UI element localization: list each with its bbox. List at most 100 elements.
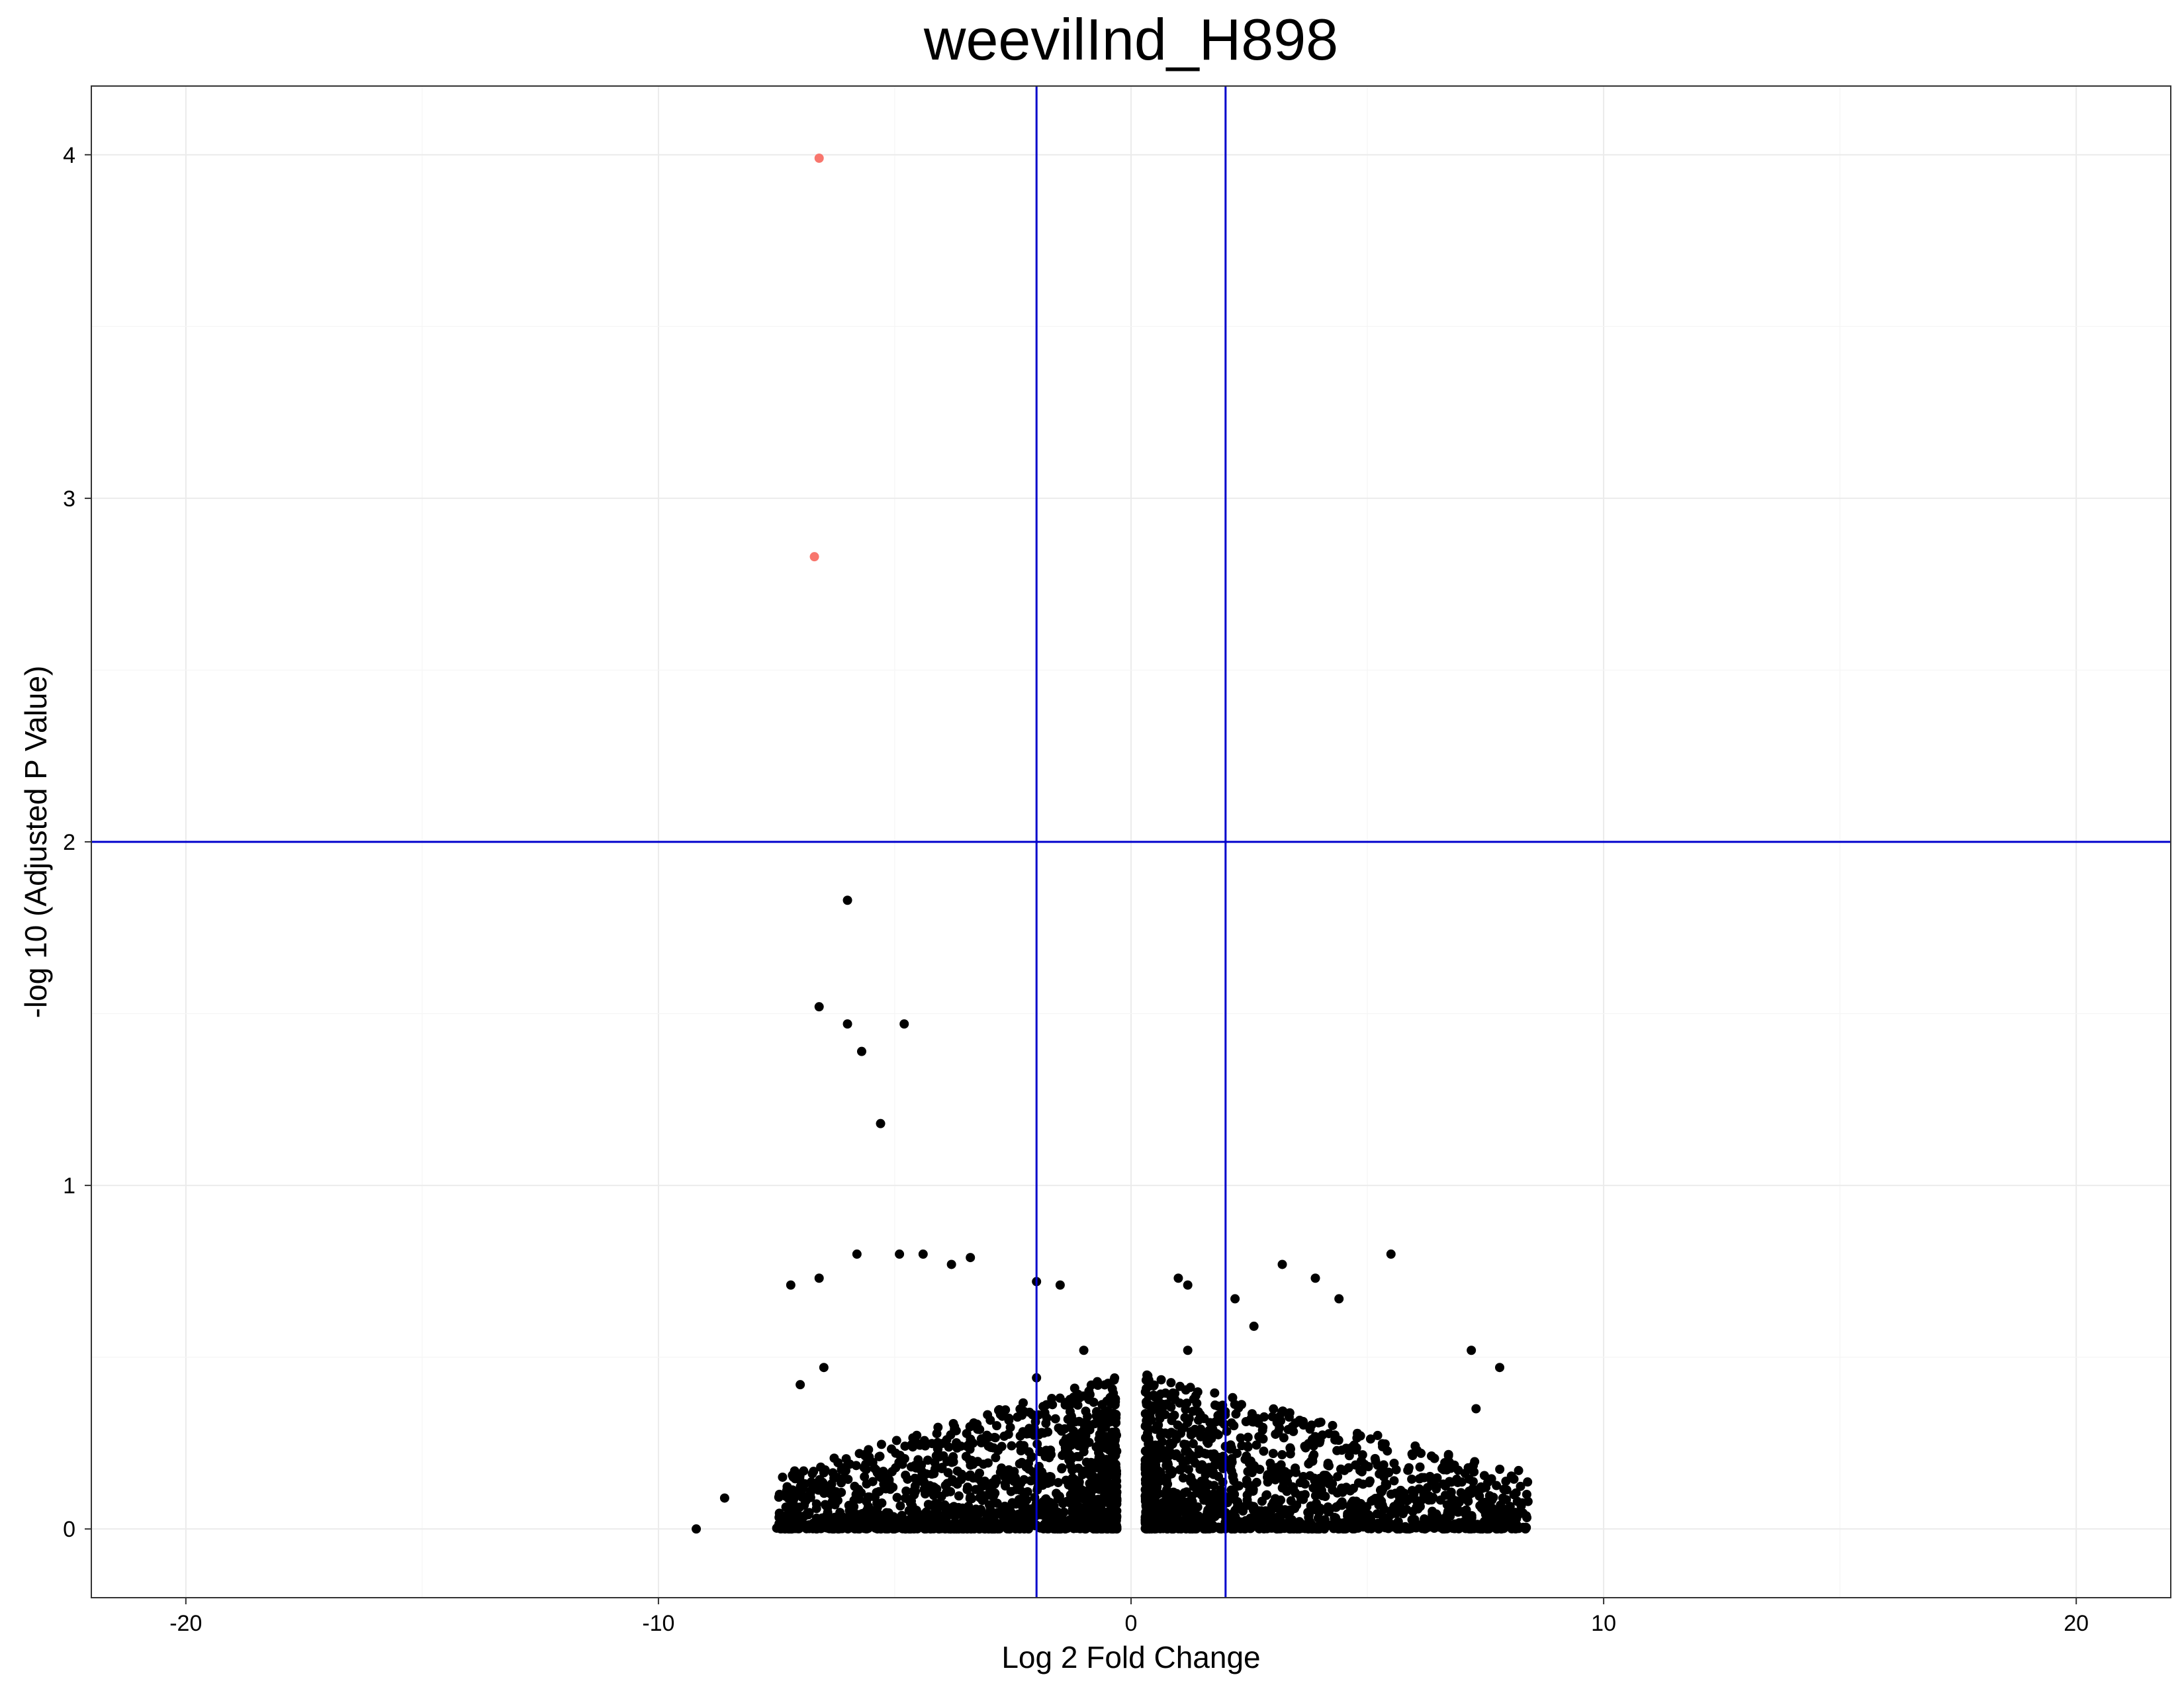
y-axis-label: -log 10 (Adjusted P Value): [19, 666, 53, 1019]
data-point: [1053, 1524, 1063, 1534]
data-point: [1241, 1416, 1251, 1426]
data-point: [1210, 1388, 1220, 1398]
data-point: [1513, 1524, 1523, 1533]
data-point: [1352, 1514, 1362, 1524]
data-point: [1143, 1469, 1153, 1479]
data-point: [895, 1451, 905, 1461]
data-point: [1389, 1458, 1399, 1468]
data-point: [1074, 1477, 1084, 1487]
data-point: [1147, 1401, 1157, 1411]
data-point: [884, 1478, 894, 1488]
data-point: [1037, 1467, 1047, 1477]
data-point: [1335, 1524, 1345, 1533]
threshold-layer: [91, 86, 2171, 1598]
y-tick-label: 3: [63, 486, 75, 512]
data-point: [1199, 1448, 1209, 1458]
data-point: [1298, 1472, 1308, 1482]
data-point: [1255, 1465, 1265, 1475]
data-point: [1182, 1398, 1192, 1408]
data-point: [1110, 1516, 1120, 1526]
data-point: [1033, 1483, 1043, 1492]
data-point: [1152, 1512, 1161, 1522]
data-point: [954, 1491, 964, 1501]
data-point: [1158, 1409, 1167, 1419]
data-point: [870, 1523, 880, 1533]
data-point: [794, 1524, 804, 1533]
data-point: [1074, 1502, 1084, 1512]
data-point: [1251, 1440, 1261, 1450]
data-point: [1046, 1502, 1056, 1512]
data-point: [799, 1500, 809, 1510]
data-point: [1144, 1434, 1154, 1443]
data-point: [903, 1474, 913, 1484]
data-point: [1079, 1346, 1089, 1355]
data-point: [1333, 1472, 1343, 1482]
data-point: [1357, 1450, 1367, 1460]
data-point: [1283, 1424, 1293, 1434]
data-point: [832, 1492, 842, 1502]
x-axis-label: Log 2 Fold Change: [1001, 1640, 1260, 1674]
data-point: [1249, 1321, 1259, 1331]
data-point: [828, 1468, 838, 1478]
data-point: [1386, 1489, 1396, 1499]
data-point: [1352, 1523, 1362, 1533]
data-point: [1053, 1478, 1063, 1488]
data-point: [1077, 1493, 1087, 1503]
data-point: [991, 1453, 1001, 1463]
data-point: [1414, 1474, 1424, 1484]
data-point: [861, 1465, 871, 1475]
data-point: [1178, 1473, 1188, 1483]
data-point: [1352, 1428, 1362, 1438]
data-point: [1111, 1491, 1121, 1501]
data-point: [962, 1441, 972, 1451]
data-point: [1188, 1406, 1198, 1416]
data-point: [772, 1523, 782, 1533]
data-point: [1452, 1504, 1462, 1514]
data-point: [1186, 1427, 1196, 1437]
data-point: [1081, 1457, 1091, 1467]
data-point: [1110, 1400, 1120, 1410]
data-point: [1365, 1434, 1375, 1444]
data-point: [1001, 1481, 1011, 1491]
data-point: [1259, 1446, 1269, 1456]
data-point: [1304, 1510, 1314, 1520]
data-point: [1007, 1441, 1017, 1451]
data-point: [1279, 1433, 1289, 1443]
data-point: [1267, 1412, 1277, 1422]
data-point: [1183, 1465, 1193, 1475]
data-point: [1068, 1465, 1077, 1475]
data-point: [1061, 1475, 1071, 1485]
data-point: [1094, 1434, 1104, 1444]
data-point: [979, 1433, 989, 1443]
data-point: [1430, 1477, 1439, 1487]
data-point: [1187, 1524, 1197, 1533]
data-point: [1232, 1516, 1242, 1526]
data-point: [842, 1019, 852, 1029]
data-point: [1041, 1494, 1051, 1504]
data-point: [1407, 1515, 1417, 1525]
data-point: [1407, 1474, 1417, 1484]
data-point: [1282, 1473, 1292, 1483]
data-point: [1099, 1508, 1109, 1518]
data-point: [1206, 1492, 1216, 1502]
data-point: [1395, 1500, 1405, 1510]
data-point: [901, 1486, 911, 1496]
data-point: [908, 1442, 918, 1452]
data-point: [849, 1495, 859, 1505]
data-point: [1093, 1381, 1103, 1391]
data-point: [1226, 1418, 1236, 1428]
data-point: [1065, 1394, 1075, 1404]
data-point: [783, 1493, 793, 1503]
data-point: [1110, 1441, 1120, 1451]
data-point: [895, 1501, 905, 1511]
data-point: [1111, 1427, 1120, 1437]
data-point: [1052, 1488, 1062, 1498]
data-point: [965, 1494, 975, 1504]
data-point: [1463, 1491, 1473, 1501]
data-point: [991, 1476, 1001, 1486]
data-point: [843, 1475, 853, 1485]
data-point: [1492, 1481, 1502, 1490]
data-point: [1158, 1498, 1168, 1508]
data-point: [972, 1419, 982, 1429]
